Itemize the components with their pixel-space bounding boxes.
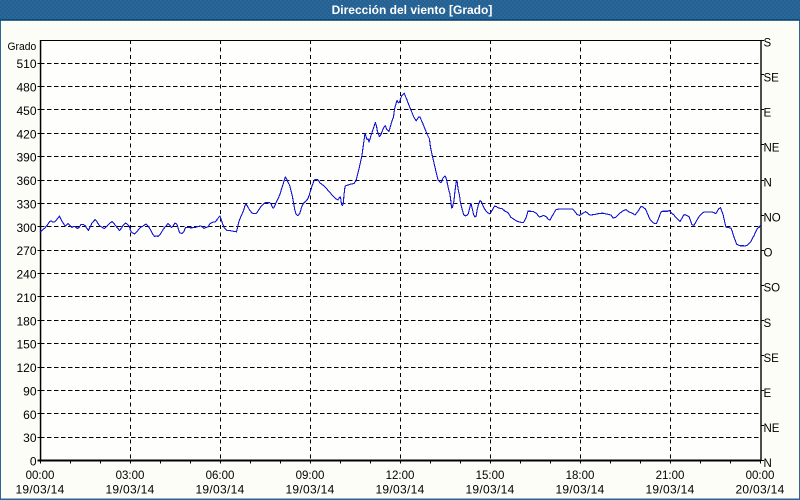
svg-text:19/03/14: 19/03/14 bbox=[555, 483, 604, 497]
svg-text:03:00: 03:00 bbox=[116, 470, 145, 482]
svg-text:300: 300 bbox=[16, 221, 36, 235]
svg-text:240: 240 bbox=[16, 268, 36, 282]
svg-text:SE: SE bbox=[764, 72, 780, 84]
svg-text:E: E bbox=[764, 107, 772, 119]
svg-text:390: 390 bbox=[16, 151, 36, 165]
svg-text:90: 90 bbox=[23, 384, 37, 398]
svg-text:120: 120 bbox=[16, 361, 36, 375]
svg-text:19/03/14: 19/03/14 bbox=[645, 483, 694, 497]
svg-text:00:00: 00:00 bbox=[746, 470, 775, 482]
svg-text:60: 60 bbox=[23, 408, 37, 422]
svg-text:Grado: Grado bbox=[8, 41, 37, 53]
svg-text:NE: NE bbox=[764, 423, 780, 435]
svg-text:21:00: 21:00 bbox=[656, 470, 685, 482]
svg-text:19/03/14: 19/03/14 bbox=[285, 483, 334, 497]
svg-text:19/03/14: 19/03/14 bbox=[465, 483, 514, 497]
svg-text:270: 270 bbox=[16, 244, 36, 258]
svg-text:420: 420 bbox=[16, 127, 36, 141]
svg-text:S: S bbox=[764, 37, 772, 49]
svg-text:N: N bbox=[764, 178, 772, 190]
svg-text:NE: NE bbox=[764, 142, 780, 154]
svg-text:Dirección del viento [Grado]: Dirección del viento [Grado] bbox=[332, 3, 493, 17]
svg-text:06:00: 06:00 bbox=[206, 470, 235, 482]
svg-text:00:00: 00:00 bbox=[26, 470, 55, 482]
svg-text:360: 360 bbox=[16, 174, 36, 188]
svg-text:SO: SO bbox=[764, 283, 781, 295]
svg-text:SE: SE bbox=[764, 353, 780, 365]
svg-text:480: 480 bbox=[16, 81, 36, 95]
svg-text:510: 510 bbox=[16, 57, 36, 71]
svg-text:19/03/14: 19/03/14 bbox=[375, 483, 424, 497]
svg-text:NO: NO bbox=[764, 213, 781, 225]
svg-text:180: 180 bbox=[16, 314, 36, 328]
svg-text:18:00: 18:00 bbox=[566, 470, 595, 482]
svg-text:330: 330 bbox=[16, 197, 36, 211]
svg-text:12:00: 12:00 bbox=[386, 470, 415, 482]
svg-text:09:00: 09:00 bbox=[296, 470, 325, 482]
svg-text:210: 210 bbox=[16, 291, 36, 305]
svg-text:0: 0 bbox=[30, 455, 37, 469]
svg-text:150: 150 bbox=[16, 338, 36, 352]
svg-text:19/03/14: 19/03/14 bbox=[105, 483, 154, 497]
svg-text:O: O bbox=[764, 248, 773, 260]
svg-text:N: N bbox=[764, 458, 772, 470]
svg-text:19/03/14: 19/03/14 bbox=[15, 483, 64, 497]
svg-text:30: 30 bbox=[23, 431, 37, 445]
svg-text:S: S bbox=[764, 318, 772, 330]
svg-text:450: 450 bbox=[16, 104, 36, 118]
svg-text:19/03/14: 19/03/14 bbox=[195, 483, 244, 497]
svg-text:E: E bbox=[764, 388, 772, 400]
svg-text:15:00: 15:00 bbox=[476, 470, 505, 482]
svg-text:20/03/14: 20/03/14 bbox=[735, 483, 784, 497]
